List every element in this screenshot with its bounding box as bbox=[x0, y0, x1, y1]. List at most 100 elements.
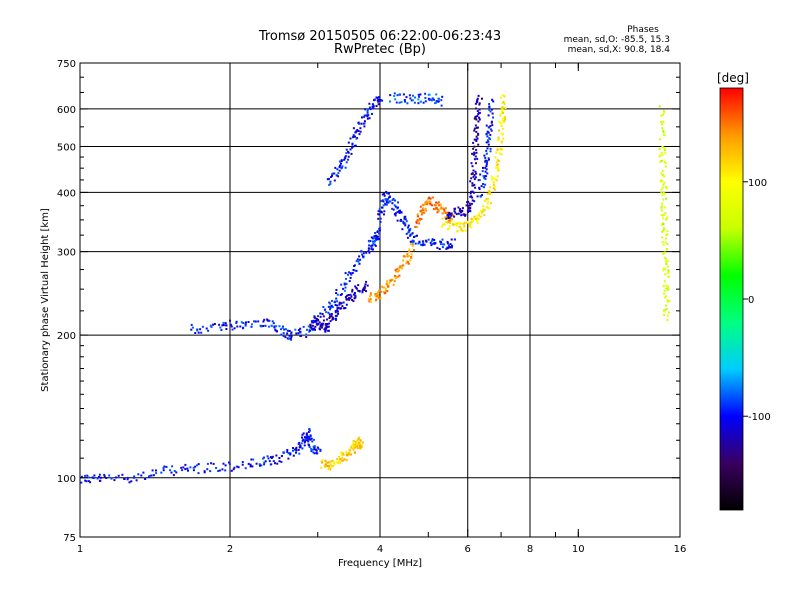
data-point bbox=[194, 465, 197, 468]
data-point bbox=[339, 461, 341, 463]
data-point bbox=[473, 145, 476, 148]
data-point bbox=[477, 132, 480, 135]
data-point bbox=[418, 95, 420, 98]
data-point bbox=[93, 474, 96, 477]
data-point bbox=[407, 260, 409, 263]
data-point bbox=[197, 331, 200, 334]
data-point bbox=[666, 314, 669, 317]
x-tick-label: 4 bbox=[377, 544, 383, 555]
data-point bbox=[209, 470, 212, 473]
data-point bbox=[337, 461, 340, 464]
data-point bbox=[427, 196, 430, 199]
data-point bbox=[441, 212, 444, 215]
data-point bbox=[421, 212, 424, 215]
data-point bbox=[393, 280, 396, 283]
data-point bbox=[231, 328, 234, 331]
data-point bbox=[488, 158, 490, 161]
data-point bbox=[474, 186, 477, 189]
data-point bbox=[425, 240, 428, 243]
data-point bbox=[324, 308, 327, 311]
data-point bbox=[477, 143, 480, 146]
data-point bbox=[473, 127, 476, 130]
data-point bbox=[292, 447, 294, 449]
data-point bbox=[295, 451, 297, 454]
data-point bbox=[117, 474, 120, 477]
y-tick-label: 75 bbox=[63, 533, 76, 544]
data-point bbox=[343, 283, 346, 286]
data-point bbox=[450, 214, 453, 217]
data-point bbox=[483, 214, 486, 217]
data-point bbox=[478, 108, 481, 111]
data-point bbox=[398, 93, 401, 96]
data-point bbox=[299, 327, 302, 330]
data-point bbox=[500, 124, 503, 127]
data-point bbox=[490, 121, 493, 124]
data-point bbox=[98, 473, 101, 476]
data-point bbox=[170, 471, 173, 474]
data-point bbox=[357, 130, 360, 132]
data-point bbox=[485, 149, 488, 152]
data-point bbox=[312, 319, 315, 322]
data-point bbox=[419, 210, 422, 213]
data-point bbox=[661, 186, 664, 189]
data-point bbox=[662, 217, 665, 220]
data-point bbox=[471, 184, 474, 187]
data-point bbox=[155, 472, 158, 475]
data-point bbox=[385, 190, 388, 193]
data-point bbox=[354, 135, 356, 138]
data-point bbox=[665, 186, 668, 189]
data-point bbox=[192, 469, 195, 472]
data-point bbox=[660, 206, 663, 209]
data-point bbox=[421, 207, 424, 210]
data-point bbox=[485, 165, 488, 168]
data-point bbox=[345, 283, 348, 285]
data-point bbox=[370, 247, 373, 250]
data-point bbox=[333, 179, 336, 182]
data-point bbox=[319, 449, 322, 452]
data-point bbox=[249, 465, 252, 468]
data-point bbox=[349, 148, 352, 151]
colorbar-label: [deg] bbox=[717, 71, 749, 85]
data-point bbox=[496, 175, 499, 178]
data-point bbox=[448, 244, 450, 247]
data-point bbox=[494, 156, 497, 159]
data-point bbox=[405, 262, 408, 265]
data-point bbox=[494, 178, 497, 181]
data-point bbox=[218, 323, 221, 326]
data-point bbox=[345, 161, 348, 164]
data-point bbox=[658, 147, 661, 150]
data-point bbox=[402, 93, 405, 96]
data-point bbox=[405, 96, 408, 99]
data-point bbox=[478, 188, 481, 190]
data-point bbox=[358, 436, 361, 439]
data-point bbox=[311, 324, 314, 327]
data-point bbox=[308, 330, 311, 333]
data-point bbox=[416, 213, 419, 216]
data-point bbox=[396, 94, 399, 97]
data-point bbox=[381, 193, 384, 196]
data-point bbox=[413, 101, 416, 104]
data-point bbox=[439, 243, 442, 246]
data-point bbox=[340, 293, 343, 296]
data-point bbox=[355, 260, 358, 263]
data-point bbox=[358, 122, 361, 125]
data-point bbox=[482, 175, 485, 178]
data-point bbox=[422, 243, 425, 246]
data-point bbox=[222, 321, 225, 324]
data-point bbox=[313, 316, 316, 319]
data-point bbox=[409, 259, 412, 262]
data-point bbox=[217, 470, 220, 472]
data-point bbox=[329, 305, 332, 308]
data-point bbox=[353, 451, 356, 454]
data-point bbox=[391, 202, 394, 205]
data-point bbox=[383, 286, 386, 289]
data-point bbox=[439, 240, 441, 243]
data-point bbox=[367, 298, 370, 301]
data-point bbox=[314, 448, 317, 451]
data-point bbox=[302, 325, 305, 328]
data-point bbox=[477, 212, 480, 215]
data-point bbox=[347, 155, 350, 158]
data-point bbox=[368, 106, 371, 109]
data-point bbox=[473, 151, 476, 154]
